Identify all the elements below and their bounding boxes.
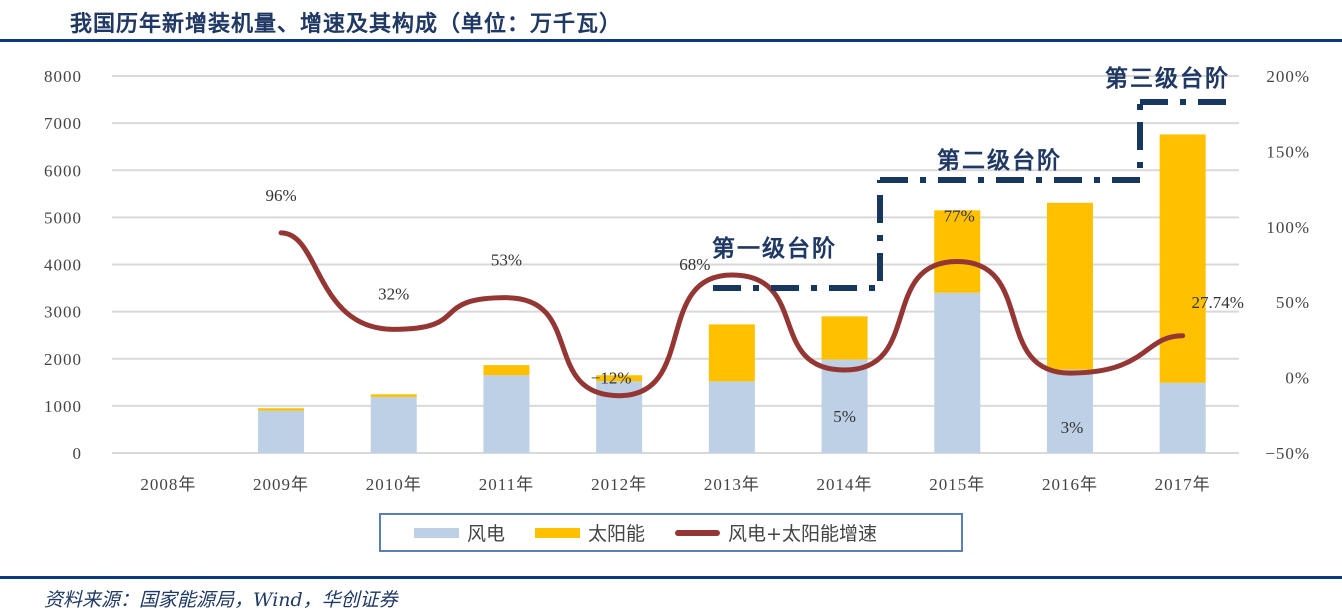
x-tick-label: 2013年 [704, 475, 760, 494]
step-3-label: 第三级台阶 [1105, 65, 1230, 92]
x-tick-label: 2015年 [929, 475, 985, 494]
bar-wind [708, 381, 755, 453]
bar-solar [370, 394, 417, 397]
y-left-tick-label: 6000 [44, 161, 82, 180]
y-left-tick-label: 3000 [44, 303, 82, 322]
growth-data-label: 96% [265, 186, 296, 205]
y-left-tick-label: 0 [73, 444, 83, 463]
bar-wind [258, 410, 305, 453]
y-right-tick-label: 50% [1276, 293, 1310, 312]
x-tick-label: 2012年 [591, 475, 647, 494]
legend-label-solar: 太阳能 [588, 523, 646, 545]
x-tick-label: 2014年 [817, 475, 873, 494]
step-2-outline [880, 102, 1143, 183]
y-right-tick-label: 200% [1266, 67, 1310, 86]
bar-solar [258, 408, 305, 411]
bar-wind [370, 396, 417, 453]
y-left-tick-label: 7000 [44, 114, 82, 133]
growth-data-label: 77% [944, 206, 975, 225]
growth-swatch [675, 529, 721, 536]
x-tick-label: 2016年 [1042, 475, 1098, 494]
bar-wind [821, 359, 868, 453]
bar-solar [708, 324, 755, 382]
x-tick-label: 2017年 [1155, 475, 1211, 494]
growth-data-label: 53% [491, 251, 522, 270]
y-right-tick-label: 0% [1285, 369, 1310, 388]
solar-swatch [535, 527, 581, 538]
bar-solar [934, 210, 981, 293]
x-tick-label: 2011年 [479, 475, 534, 494]
bar-solar [596, 375, 643, 382]
bar-wind [1159, 382, 1206, 453]
bar-solar [1159, 134, 1206, 383]
legend-item-growth: 风电+太阳能增速 [675, 519, 877, 546]
step-annotations: 第一级台阶 第二级台阶 第三级台阶 [712, 65, 1232, 291]
step-1-outline [713, 180, 883, 291]
top-divider [0, 39, 1342, 42]
growth-data-label: 3% [1061, 418, 1084, 437]
growth-data-label: 27.74% [1191, 293, 1243, 312]
bar-solar [821, 316, 868, 360]
chart-title: 我国历年新增装机量、增速及其构成（单位：万千瓦） [70, 11, 623, 37]
growth-data-label: 68% [679, 255, 710, 274]
growth-data-label: −12% [591, 369, 632, 388]
y-left-tick-label: 8000 [44, 67, 82, 86]
legend: 风电 太阳能 风电+太阳能增速 [379, 513, 963, 552]
legend-label-wind: 风电 [467, 523, 506, 545]
y-left-tick-label: 4000 [44, 256, 82, 275]
x-tick-label: 2009年 [253, 475, 309, 494]
legend-item-solar: 太阳能 [535, 519, 645, 546]
bar-wind [1046, 369, 1093, 453]
bar-wind [483, 375, 530, 453]
source-note: 资料来源：国家能源局，Wind，华创证券 [44, 589, 398, 611]
bar-solar [1046, 202, 1093, 370]
bottom-divider [0, 576, 1342, 579]
step-1-label: 第一级台阶 [712, 235, 837, 262]
wind-swatch [414, 527, 459, 538]
step-2-label: 第二级台阶 [937, 147, 1062, 174]
growth-data-label: 32% [378, 284, 409, 303]
bar-wind [934, 292, 981, 453]
x-tick-label: 2008年 [140, 475, 196, 494]
legend-item-wind: 风电 [414, 519, 505, 546]
legend-label-growth: 风电+太阳能增速 [728, 523, 877, 545]
y-left-tick-label: 2000 [44, 350, 82, 369]
y-right-tick-label: 100% [1266, 218, 1310, 237]
x-tick-label: 2010年 [366, 475, 422, 494]
y-left-tick-label: 5000 [44, 208, 82, 227]
y-right-tick-label: 150% [1266, 142, 1310, 161]
bar-solar [483, 365, 530, 376]
growth-data-label: 5% [833, 407, 856, 426]
y-left-tick-label: 1000 [44, 397, 82, 416]
chart: 0 1000 2000 3000 4000 5000 6000 7000 8000 −50% 0%… [44, 65, 1310, 494]
y-right-tick-label: −50% [1265, 444, 1310, 463]
